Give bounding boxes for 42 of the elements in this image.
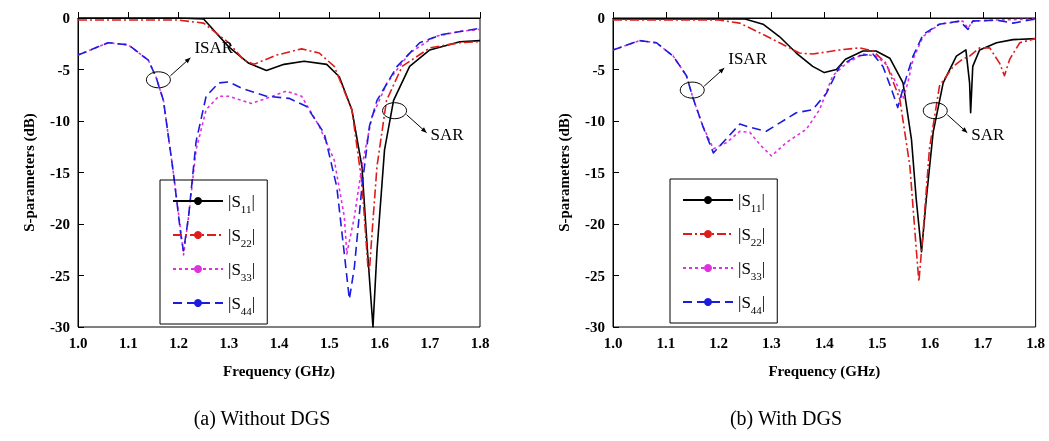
y-tick-label: -15 [585, 164, 605, 181]
y-axis-title: S-parameters (dB) [20, 113, 38, 232]
annotation: SAR [430, 125, 465, 145]
x-tick-label: 1.2 [169, 334, 188, 351]
x-tick-label: 1.7 [973, 334, 993, 351]
y-tick-label: -5 [592, 61, 605, 78]
x-tick-label: 1.5 [319, 334, 339, 351]
x-tick-label: 1.6 [920, 334, 940, 351]
y-tick-label: -30 [585, 319, 605, 335]
y-tick-label: -20 [50, 216, 70, 232]
text: (b) With DGS [729, 407, 843, 430]
x-tick-label: 1.7 [420, 334, 440, 351]
x-tick-label: 1.3 [219, 334, 239, 351]
y-tick-label: -5 [57, 61, 70, 78]
y-tick-label: -30 [50, 319, 70, 335]
x-tick-label: 1.4 [814, 334, 835, 351]
y-tick-label: -10 [585, 113, 605, 129]
x-tick-label: 1.8 [470, 334, 490, 351]
x-tick-label: 1.1 [656, 334, 676, 351]
x-tick-label: 1.0 [68, 334, 88, 351]
x-axis-title: Frequency (GHz) [223, 362, 335, 380]
x-tick-label: 1.2 [709, 334, 729, 351]
text: (a) Without DGS [193, 407, 331, 430]
x-axis-title: Frequency (GHz) [768, 362, 881, 380]
x-tick-label: 1.6 [370, 334, 390, 351]
annotation: ISAR [194, 38, 234, 58]
annotation: ISAR [728, 48, 768, 68]
y-tick-label: -10 [50, 113, 70, 129]
y-axis-title: S-parameters (dB) [555, 113, 573, 232]
annotation: SAR [971, 125, 1005, 145]
x-tick-label: 1.0 [603, 334, 623, 351]
y-tick-label: -25 [585, 267, 605, 284]
x-tick-label: 1.8 [1026, 334, 1045, 351]
x-tick-label: 1.4 [269, 334, 289, 351]
y-tick-label: -15 [50, 164, 70, 181]
x-tick-label: 1.3 [762, 334, 781, 351]
y-tick-label: -20 [585, 216, 605, 232]
y-tick-label: 0 [597, 10, 605, 26]
y-tick-label: -25 [50, 267, 70, 284]
x-tick-label: 1.5 [867, 334, 887, 351]
y-tick-label: 0 [62, 10, 70, 26]
x-tick-label: 1.1 [118, 334, 138, 351]
